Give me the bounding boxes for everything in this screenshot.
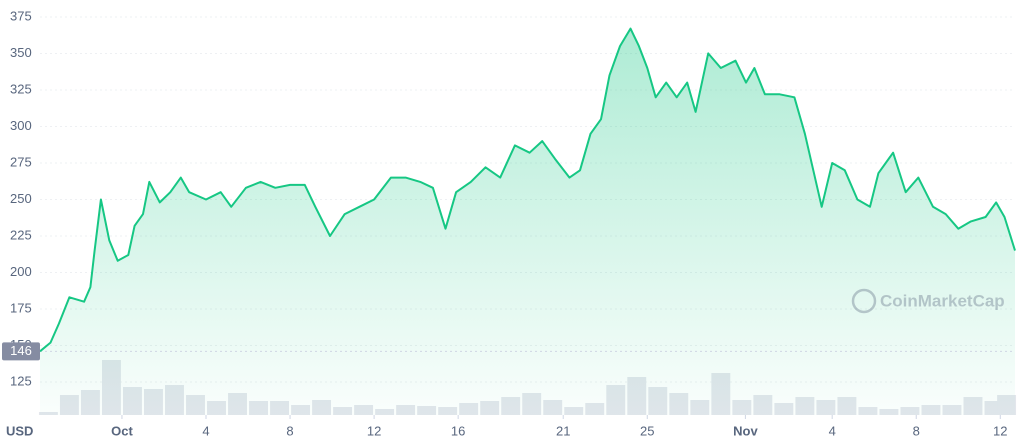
x-tick-label: 8	[913, 423, 920, 438]
y-tick-label: 250	[10, 191, 32, 206]
price-line	[39, 27, 1016, 353]
y-tick-label: 125	[10, 373, 32, 388]
currency-label: USD	[6, 423, 33, 438]
price-area	[40, 28, 1015, 415]
y-tick-label: 375	[10, 8, 32, 23]
x-tick-label: Oct	[111, 423, 133, 438]
x-tick-label: 12	[993, 423, 1007, 438]
start-badge	[2, 342, 40, 361]
watermark-text: CoinMarketCap	[880, 291, 1005, 310]
back-layer: 125150175200225250275300325350375Oct4812…	[10, 8, 1017, 438]
y-tick-label: 225	[10, 227, 32, 242]
x-tick-label: 4	[202, 423, 209, 438]
x-tick-label: 16	[451, 423, 465, 438]
start-badge-label: 146	[10, 343, 32, 358]
x-tick-label: 8	[286, 423, 293, 438]
x-tick-label: 4	[829, 423, 836, 438]
y-tick-label: 175	[10, 300, 32, 315]
x-tick-label: Nov	[733, 423, 758, 438]
watermark-logo	[851, 288, 877, 314]
y-tick-label: 325	[10, 81, 32, 96]
x-tick-label: 21	[556, 423, 570, 438]
y-tick-label: 300	[10, 118, 32, 133]
watermark: CoinMarketCap	[851, 288, 1005, 314]
y-tick-label: 200	[10, 264, 32, 279]
x-tick-label: 25	[640, 423, 654, 438]
y-tick-label: 275	[10, 154, 32, 169]
x-tick-label: 12	[367, 423, 381, 438]
y-tick-label: 350	[10, 45, 32, 60]
